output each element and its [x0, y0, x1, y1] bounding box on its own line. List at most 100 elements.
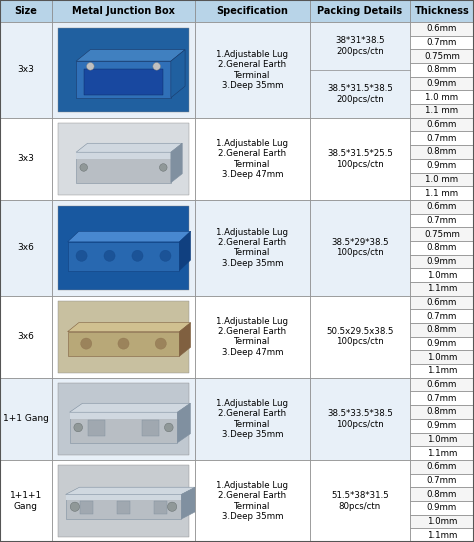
Text: 38*31*38.5
200pcs/ctn: 38*31*38.5 200pcs/ctn	[335, 36, 385, 56]
Circle shape	[132, 250, 143, 261]
Bar	[410, 0, 474, 22]
Text: 1.0mm: 1.0mm	[427, 517, 457, 526]
Circle shape	[118, 338, 129, 349]
Text: 1.Adjustable Lug
2.General Earth
Terminal
3.Deep 35mm: 1.Adjustable Lug 2.General Earth Termina…	[217, 481, 289, 521]
Text: 0.8mm: 0.8mm	[427, 66, 457, 74]
Bar	[410, 323, 474, 337]
Text: 3x3: 3x3	[18, 154, 35, 163]
Text: 38.5*29*38.5
100pcs/ctn: 38.5*29*38.5 100pcs/ctn	[331, 238, 389, 257]
Circle shape	[70, 502, 80, 511]
Bar	[410, 186, 474, 200]
Bar	[84, 69, 163, 95]
Bar	[410, 501, 474, 515]
Bar	[410, 241, 474, 255]
Bar	[195, 200, 310, 296]
Bar	[410, 268, 474, 282]
Bar	[52, 296, 195, 378]
Text: 0.8mm: 0.8mm	[427, 325, 457, 334]
Bar	[154, 501, 167, 514]
Bar	[0, 378, 52, 460]
Text: 0.8mm: 0.8mm	[427, 147, 457, 157]
Polygon shape	[76, 143, 182, 152]
Bar	[410, 528, 474, 542]
Bar	[410, 364, 474, 378]
Bar	[76, 152, 171, 159]
Text: 1.1mm: 1.1mm	[427, 449, 457, 457]
Text: 1.0 mm: 1.0 mm	[426, 175, 458, 184]
Polygon shape	[177, 403, 191, 443]
Bar	[410, 282, 474, 296]
Polygon shape	[68, 322, 191, 332]
Bar	[0, 460, 52, 542]
Text: 1+1+1
Gang: 1+1+1 Gang	[10, 491, 42, 511]
Text: Metal Junction Box: Metal Junction Box	[72, 6, 175, 16]
Bar	[117, 501, 130, 514]
Bar	[410, 255, 474, 268]
Bar	[410, 309, 474, 323]
Text: 38.5*31.5*38.5
200pcs/ctn: 38.5*31.5*38.5 200pcs/ctn	[327, 84, 393, 104]
Circle shape	[76, 250, 87, 261]
Text: 1.Adjustable Lug
2.General Earth
Terminal
3.Deep 35mm: 1.Adjustable Lug 2.General Earth Termina…	[217, 228, 289, 268]
Circle shape	[74, 423, 82, 432]
Text: 0.9mm: 0.9mm	[427, 421, 457, 430]
Bar	[58, 122, 189, 195]
Text: 1.1mm: 1.1mm	[427, 531, 457, 540]
Text: 0.9mm: 0.9mm	[427, 339, 457, 348]
Bar	[410, 515, 474, 528]
Text: 1.Adjustable Lug
2.General Earth
Terminal
3.Deep 35mm: 1.Adjustable Lug 2.General Earth Termina…	[217, 50, 289, 90]
Polygon shape	[180, 322, 191, 356]
Text: 38.5*33.5*38.5
100pcs/ctn: 38.5*33.5*38.5 100pcs/ctn	[327, 409, 393, 429]
Text: 0.9mm: 0.9mm	[427, 257, 457, 266]
Polygon shape	[76, 50, 185, 61]
Bar	[195, 0, 310, 22]
Text: 3x3: 3x3	[18, 66, 35, 74]
Bar	[410, 200, 474, 214]
Bar	[410, 391, 474, 405]
Polygon shape	[68, 231, 191, 242]
Bar	[142, 420, 159, 436]
Text: 1.1 mm: 1.1 mm	[426, 106, 458, 115]
Text: 1.Adjustable Lug
2.General Earth
Terminal
3.Deep 35mm: 1.Adjustable Lug 2.General Earth Termina…	[217, 399, 289, 439]
Text: 1.0mm: 1.0mm	[427, 353, 457, 362]
Circle shape	[81, 338, 92, 349]
Bar	[410, 214, 474, 227]
Bar	[410, 159, 474, 172]
Text: 0.6mm: 0.6mm	[427, 298, 457, 307]
Text: 0.75mm: 0.75mm	[424, 51, 460, 61]
Bar	[58, 383, 189, 455]
Bar	[310, 118, 410, 200]
Bar	[52, 22, 195, 118]
Circle shape	[155, 338, 166, 349]
Bar	[410, 49, 474, 63]
Bar	[310, 460, 410, 542]
Text: 1.0mm: 1.0mm	[427, 435, 457, 444]
Text: 51.5*38*31.5
80pcs/ctn: 51.5*38*31.5 80pcs/ctn	[331, 491, 389, 511]
Bar	[410, 36, 474, 49]
Bar	[410, 337, 474, 351]
Polygon shape	[171, 50, 185, 98]
Bar	[68, 332, 180, 356]
Polygon shape	[70, 403, 191, 412]
Polygon shape	[65, 487, 195, 494]
Bar	[65, 494, 182, 500]
Bar	[0, 296, 52, 378]
Text: 1.1mm: 1.1mm	[427, 285, 457, 293]
Text: 1.Adjustable Lug
2.General Earth
Terminal
3.Deep 47mm: 1.Adjustable Lug 2.General Earth Termina…	[217, 317, 289, 357]
Text: 0.9mm: 0.9mm	[427, 161, 457, 170]
Text: 1+1 Gang: 1+1 Gang	[3, 414, 49, 423]
Bar	[310, 296, 410, 378]
Bar	[68, 242, 180, 270]
Text: 0.9mm: 0.9mm	[427, 504, 457, 512]
Bar	[76, 61, 171, 98]
Bar	[58, 301, 189, 373]
Bar	[410, 104, 474, 118]
Bar	[410, 351, 474, 364]
Polygon shape	[180, 231, 191, 270]
Bar	[58, 28, 189, 112]
Text: 0.9mm: 0.9mm	[427, 79, 457, 88]
Bar	[410, 77, 474, 91]
Bar	[410, 22, 474, 36]
Circle shape	[160, 250, 171, 261]
Bar	[52, 460, 195, 542]
Text: 0.6mm: 0.6mm	[427, 120, 457, 129]
